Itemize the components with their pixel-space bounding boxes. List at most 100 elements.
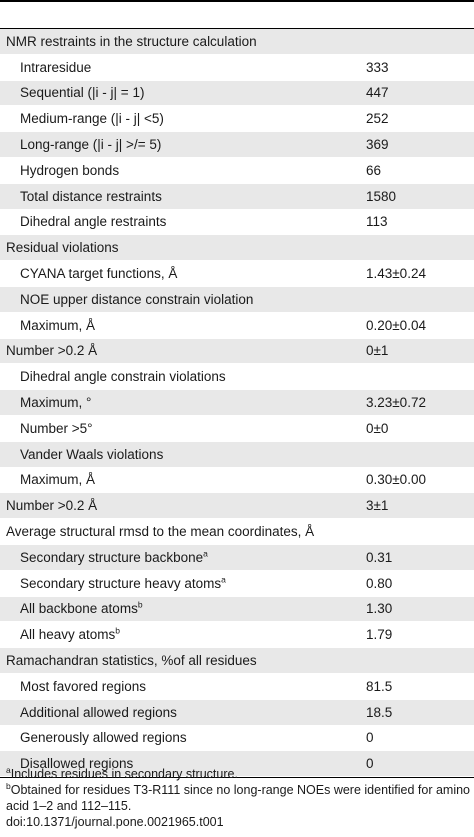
row-label: NOE upper distance constrain violation [0, 286, 362, 313]
row-label: Sequential (|i - j| = 1) [0, 80, 362, 107]
row-label: NMR restraints in the structure calculat… [0, 29, 362, 55]
row-value: 0 [362, 750, 474, 778]
row-label-text: Number >0.2 Å [6, 343, 98, 359]
row-label: Disallowed regions [0, 750, 362, 778]
row-value: 0±1 [362, 338, 474, 365]
row-label: All backbone atomsb [0, 596, 362, 623]
row-label: Number >0.2 Å [0, 338, 362, 365]
row-value: 369 [362, 131, 474, 158]
table-row: Dihedral angle restraints 113 [0, 209, 474, 236]
table-row: Additional allowed regions 18.5 [0, 699, 474, 726]
row-label: Secondary structure heavy atomsa [0, 570, 362, 597]
row-label: Vander Waals violations [0, 441, 362, 468]
table-container: NMR restraints in the structure calculat… [0, 0, 474, 779]
row-label: Number >5° [0, 415, 362, 442]
row-value: 1.43±0.24 [362, 260, 474, 287]
row-value [362, 286, 474, 313]
row-label-text: Maximum, Å [20, 317, 96, 333]
footnote-marker: b [137, 599, 143, 610]
table-row: Disallowed regions 0 [0, 750, 474, 778]
row-label-text: Disallowed regions [20, 756, 134, 772]
row-value: 1580 [362, 183, 474, 210]
table-row: CYANA target functions, Å 1.43±0.24 [0, 260, 474, 287]
row-value: 113 [362, 209, 474, 236]
row-label-text: Long-range (|i - j| >/= 5) [20, 137, 162, 153]
row-label: Hydrogen bonds [0, 157, 362, 184]
table-row: Hydrogen bonds 66 [0, 157, 474, 184]
footnote-a: aIncludes residues in secondary structur… [6, 766, 470, 782]
row-value: 1.30 [362, 596, 474, 623]
table-row: NMR restraints in the structure calculat… [0, 29, 474, 55]
row-value: 0.30±0.00 [362, 467, 474, 494]
row-label: Maximum, Å [0, 467, 362, 494]
row-label-text: Medium-range (|i - j| <5) [20, 111, 164, 127]
row-label: Medium-range (|i - j| <5) [0, 105, 362, 133]
row-label: Maximum, Å [0, 312, 362, 339]
row-value: 447 [362, 80, 474, 107]
footnote-marker: b [115, 625, 121, 636]
row-label-text: Residual violations [6, 240, 119, 256]
row-label-text: Dihedral angle restraints [20, 214, 167, 230]
row-label: Dihedral angle restraints [0, 209, 362, 236]
nmr-statistics-table: NMR restraints in the structure calculat… [0, 29, 474, 778]
table-row: Number >0.2 Å 3±1 [0, 492, 474, 520]
row-label-text: Generously allowed regions [20, 730, 187, 746]
row-label-text: All heavy atoms [20, 627, 116, 643]
table-row: Secondary structure backbonea 0.31 [0, 544, 474, 571]
row-label-text: Maximum, Å [20, 472, 96, 488]
row-label: Ramachandran statistics, %of all residue… [0, 647, 362, 674]
row-label: All heavy atomsb [0, 621, 362, 649]
table-row: Total distance restraints 1580 [0, 183, 474, 210]
footnote-b-mark: b [6, 780, 11, 791]
table-row: Secondary structure heavy atomsa 0.80 [0, 570, 474, 597]
row-label: Dihedral angle constrain violations [0, 363, 362, 391]
row-value: 3±1 [362, 492, 474, 520]
row-label-text: Secondary structure heavy atoms [20, 575, 222, 591]
table-row: Generously allowed regions 0 [0, 725, 474, 752]
row-label: CYANA target functions, Å [0, 260, 362, 287]
row-label-text: NMR restraints in the structure calculat… [6, 33, 257, 49]
row-label: Intraresidue [0, 54, 362, 81]
row-label-text: CYANA target functions, Å [20, 266, 178, 282]
footnote-b: bObtained for residues T3-R111 since no … [6, 782, 470, 814]
row-label-text: Number >0.2 Å [6, 498, 98, 514]
row-value [362, 441, 474, 468]
table-row: Number >0.2 Å 0±1 [0, 338, 474, 365]
row-value [362, 363, 474, 391]
row-value [362, 518, 474, 545]
row-label-text: Ramachandran statistics, %of all residue… [6, 653, 257, 669]
table-row: NOE upper distance constrain violation [0, 286, 474, 313]
row-value: 3.23±0.72 [362, 389, 474, 416]
top-rule [0, 0, 474, 2]
table-row: Sequential (|i - j| = 1) 447 [0, 80, 474, 107]
table-row: Number >5° 0±0 [0, 415, 474, 442]
row-label-text: Number >5° [20, 420, 93, 436]
table-row: Dihedral angle constrain violations [0, 363, 474, 391]
row-label-text: Average structural rmsd to the mean coor… [6, 524, 315, 540]
footnote-a-text: Includes residues in secondary structure… [10, 767, 238, 781]
footnotes: aIncludes residues in secondary structur… [6, 766, 470, 830]
bottom-rule [0, 777, 474, 779]
table-row: Ramachandran statistics, %of all residue… [0, 647, 474, 674]
row-value: 0±0 [362, 415, 474, 442]
row-value: 0.80 [362, 570, 474, 597]
row-label-text: Intraresidue [20, 59, 92, 75]
row-label: Most favored regions [0, 673, 362, 700]
row-label-text: Vander Waals violations [20, 446, 164, 462]
row-label-text: Dihedral angle constrain violations [20, 369, 226, 385]
row-value: 333 [362, 54, 474, 81]
row-label: Long-range (|i - j| >/= 5) [0, 131, 362, 158]
row-label: Total distance restraints [0, 183, 362, 210]
row-label: Secondary structure backbonea [0, 544, 362, 571]
row-value: 18.5 [362, 699, 474, 726]
table-body: NMR restraints in the structure calculat… [0, 29, 474, 778]
row-value: 0.20±0.04 [362, 312, 474, 339]
table-row: Residual violations [0, 234, 474, 262]
row-value: 0.31 [362, 544, 474, 571]
row-label-text: All backbone atoms [20, 601, 138, 617]
row-label-text: Maximum, ° [20, 395, 92, 411]
row-label-text: Additional allowed regions [20, 704, 177, 720]
row-label: Residual violations [0, 234, 362, 262]
row-label-text: NOE upper distance constrain violation [20, 291, 254, 307]
row-value: 81.5 [362, 673, 474, 700]
